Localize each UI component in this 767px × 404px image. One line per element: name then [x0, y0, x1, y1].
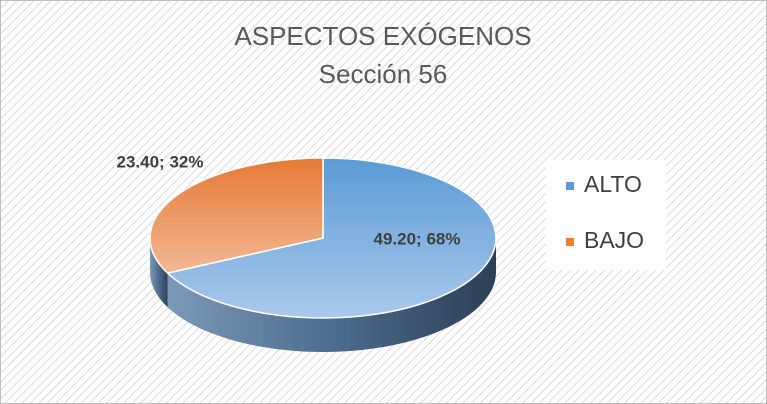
- legend-label: BAJO: [584, 227, 644, 253]
- chart-title: ASPECTOS EXÓGENOS: [234, 21, 531, 51]
- slice-side: [150, 238, 168, 308]
- legend-swatch: [566, 182, 574, 190]
- slice: [149, 157, 324, 274]
- data-label: 49.20; 68%: [374, 229, 461, 248]
- chart-subtitle: Sección 56: [319, 59, 448, 89]
- slice: [165, 157, 497, 319]
- legend-box: [546, 160, 666, 270]
- data-label: 23.40; 32%: [117, 152, 204, 171]
- legend-label: ALTO: [584, 171, 642, 197]
- legend-swatch: [566, 238, 574, 246]
- slice-side: [167, 238, 496, 352]
